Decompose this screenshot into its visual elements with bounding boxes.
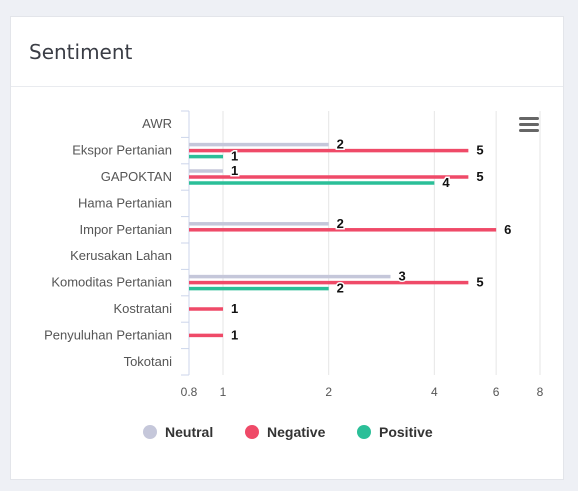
legend-label: Positive [379,424,433,440]
bar-positive[interactable] [189,154,224,159]
category-labels: AWR Ekspor Pertanian GAPOKTAN Hama Pertania… [44,116,172,369]
bar-neutral[interactable] [189,169,224,173]
x-tick-labels: 0.8 1 2 4 6 8 [181,385,544,399]
legend-item-positive[interactable]: Positive [357,424,433,440]
x-tick-label: 2 [325,385,332,399]
bar-neutral[interactable] [189,142,329,147]
sentiment-card: Sentiment [10,16,564,480]
x-tick-label: 6 [493,385,500,399]
card-header: Sentiment [11,17,563,87]
data-label: 2 [337,137,344,152]
y-axis [181,110,190,376]
bar-negative[interactable] [189,148,469,153]
bar-negative[interactable] [189,333,224,338]
data-label: 1 [231,163,238,178]
bar-negative[interactable] [189,175,469,179]
bar-negative[interactable] [189,307,224,311]
x-tick-label: 1 [220,385,227,399]
category-label: Hama Pertanian [78,195,172,210]
grid-lines [222,111,541,375]
category-label: Kerusakan Lahan [70,248,172,263]
category-label: GAPOKTAN [101,169,172,184]
legend-label: Neutral [165,424,213,440]
category-label: Penyuluhan Pertanian [44,327,172,342]
data-label: 2 [337,216,344,231]
category-label: AWR [142,116,172,131]
data-label: 1 [231,149,238,164]
legend-item-negative[interactable]: Negative [245,424,326,440]
legend: Neutral Negative Positive [143,424,433,440]
bar-negative[interactable] [189,280,469,285]
data-label: 5 [476,275,483,290]
bar-neutral[interactable] [189,222,329,226]
bar-positive[interactable] [189,181,435,185]
data-label: 3 [398,269,405,284]
legend-item-neutral[interactable]: Neutral [143,424,213,440]
data-label: 6 [504,222,511,237]
legend-marker [143,425,157,439]
category-label: Impor Pertanian [80,222,173,237]
category-label: Kostratani [113,301,172,316]
legend-label: Negative [267,424,326,440]
x-tick-label: 0.8 [181,385,198,399]
bar-series [189,142,497,338]
data-label: 2 [337,281,344,296]
data-label: 1 [231,301,238,316]
bar-neutral[interactable] [189,274,391,279]
data-label: 5 [476,143,483,158]
x-tick-label: 4 [431,385,438,399]
data-label: 4 [442,175,450,190]
bar-negative[interactable] [189,228,497,232]
data-label: 5 [476,169,483,184]
legend-marker [245,425,259,439]
x-tick-label: 8 [537,385,544,399]
bar-positive[interactable] [189,286,329,291]
legend-marker [357,425,371,439]
data-label: 1 [231,327,238,342]
category-label: Ekspor Pertanian [72,143,172,158]
card-title: Sentiment [29,39,133,64]
category-label: Tokotani [124,354,173,369]
chart-menu-icon[interactable] [519,117,539,132]
category-label: Komoditas Pertanian [51,275,172,290]
